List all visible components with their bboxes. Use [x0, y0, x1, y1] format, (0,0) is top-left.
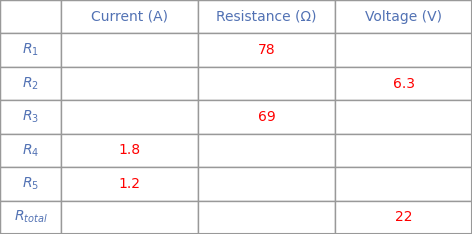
Bar — [61, 167, 198, 201]
Text: Voltage (V): Voltage (V) — [365, 10, 442, 24]
Text: Current (A): Current (A) — [91, 10, 169, 24]
Bar — [61, 134, 198, 167]
Bar — [0, 33, 61, 67]
Bar — [0, 67, 61, 100]
Bar — [198, 201, 335, 234]
Text: $R_1$: $R_1$ — [22, 42, 39, 58]
Bar — [198, 167, 335, 201]
Text: $R_2$: $R_2$ — [22, 75, 39, 92]
Bar — [198, 33, 335, 67]
Bar — [0, 100, 61, 134]
Text: $R_4$: $R_4$ — [22, 142, 39, 159]
Bar — [335, 100, 472, 134]
Text: 78: 78 — [258, 43, 276, 57]
Bar — [61, 67, 198, 100]
Text: 69: 69 — [258, 110, 276, 124]
Bar — [335, 167, 472, 201]
Bar — [0, 134, 61, 167]
Bar — [198, 100, 335, 134]
Bar — [335, 134, 472, 167]
Text: $R_5$: $R_5$ — [22, 176, 39, 192]
Bar — [335, 33, 472, 67]
Bar — [0, 167, 61, 201]
Bar — [335, 67, 472, 100]
Text: 1.2: 1.2 — [119, 177, 141, 191]
Text: Resistance (Ω): Resistance (Ω) — [217, 10, 317, 24]
Bar — [335, 0, 472, 33]
Text: 1.8: 1.8 — [119, 143, 141, 157]
Bar — [198, 67, 335, 100]
Bar — [335, 201, 472, 234]
Text: 6.3: 6.3 — [393, 77, 414, 91]
Text: $R_{total}$: $R_{total}$ — [14, 209, 48, 226]
Bar — [0, 201, 61, 234]
Bar — [61, 100, 198, 134]
Bar — [198, 134, 335, 167]
Text: 22: 22 — [395, 210, 413, 224]
Text: $R_3$: $R_3$ — [22, 109, 39, 125]
Bar — [198, 0, 335, 33]
Bar — [0, 0, 61, 33]
Bar — [61, 33, 198, 67]
Bar — [61, 0, 198, 33]
Bar — [61, 201, 198, 234]
